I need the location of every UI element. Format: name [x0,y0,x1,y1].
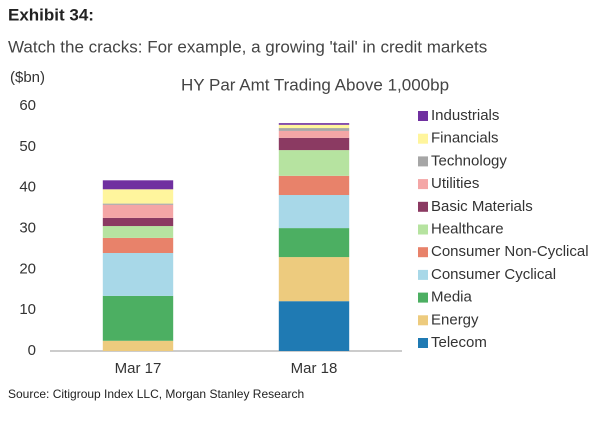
x-tick-label: Mar 17 [115,360,162,377]
legend-label: Consumer Non-Cyclical [431,243,589,260]
bar-segment [102,189,174,204]
legend-label: Telecom [431,334,487,351]
legend-swatch [418,156,428,167]
bar-segment [278,137,350,151]
y-tick-label: 30 [19,219,36,236]
legend-swatch [418,201,428,212]
legend-swatch [418,247,428,258]
bar-segment [278,195,350,229]
bar-segment [278,150,350,176]
y-tick-label: 0 [28,342,36,359]
bar-segment [102,340,174,351]
legend-swatch [418,315,428,326]
bar-segment [278,123,350,125]
legend-label: Financials [431,130,499,147]
legend-swatch [418,338,428,348]
y-tick-label: 40 [19,179,36,196]
y-tick-label: 50 [19,138,36,155]
legend-label: Media [431,289,473,306]
exhibit-label: Exhibit 34: [8,5,94,24]
bar-segment [102,253,174,296]
legend-label: Energy [431,311,479,328]
legend-swatch [418,179,428,190]
headline: Watch the cracks: For example, a growing… [8,37,487,56]
bar-segment [278,257,350,302]
legend-label: Industrials [431,107,499,124]
legend-label: Utilities [431,175,479,192]
legend-swatch [418,224,428,235]
bar-segment [102,180,174,190]
bar-segment [102,203,174,205]
source: Source: Citigroup Index LLC, Morgan Stan… [8,387,304,401]
bar-segment [102,226,174,238]
y-tick-label: 10 [19,301,36,318]
bar-segment [278,228,350,258]
legend-swatch [418,111,428,121]
legend-swatch [418,133,428,144]
bar-segment [102,217,174,227]
bar-segment [102,295,174,341]
legend-label: Basic Materials [431,198,533,215]
legend-label: Technology [431,152,507,169]
legend-label: Healthcare [431,220,504,237]
y-tick-label: 20 [19,260,36,277]
bar-segment [278,124,350,129]
y-axis-label: ($bn) [10,69,45,86]
x-tick-label: Mar 18 [291,360,338,377]
legend-swatch [418,292,428,303]
bar-segment [278,301,350,351]
bar-segment [102,237,174,253]
legend-swatch [418,269,428,280]
bar-segment [102,204,174,218]
bar-segment [278,130,350,138]
bar-segment [278,175,350,196]
y-tick-label: 60 [19,97,36,114]
chart-title: HY Par Amt Trading Above 1,000bp [181,75,449,94]
bar-segment [278,128,350,131]
legend-label: Consumer Cyclical [431,266,556,283]
